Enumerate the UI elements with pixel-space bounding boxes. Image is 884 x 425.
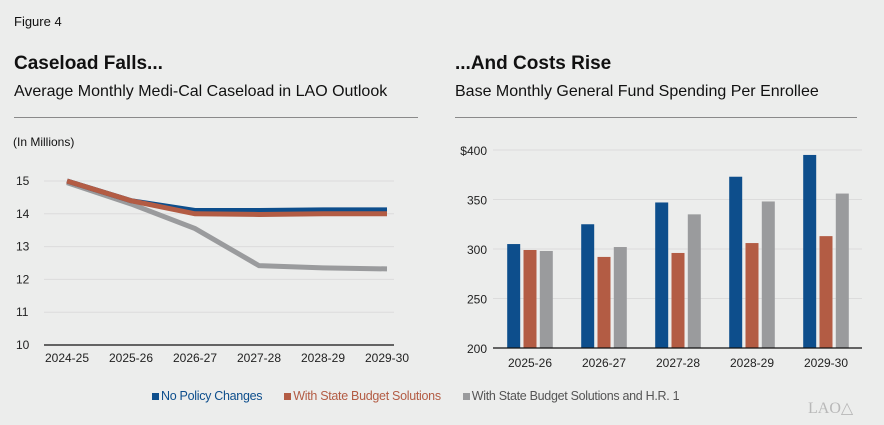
line-chart-ylabel: (In Millions) — [13, 135, 75, 149]
bar-2025-26-s1 — [523, 249, 537, 348]
y-tick-label: 10 — [16, 338, 30, 352]
x-tick-label: 2029-30 — [804, 356, 848, 370]
y-tick-label: 15 — [16, 174, 30, 188]
bar-2026-27-s2 — [613, 247, 627, 348]
lao-logo-text: LAO — [808, 400, 841, 417]
line-series-2 — [66, 180, 388, 272]
line-series-1 — [66, 178, 387, 217]
legend-swatch — [284, 392, 292, 400]
bar-2027-28-s2 — [687, 214, 701, 348]
y-tick-label: 350 — [467, 194, 487, 208]
legend-label: No Policy Changes — [161, 389, 263, 403]
figure-label: Figure 4 — [14, 14, 62, 29]
x-tick-label: 2028-29 — [301, 351, 345, 365]
y-tick-label: 12 — [16, 272, 30, 286]
legend-swatch — [462, 392, 470, 400]
y-tick-label: 13 — [16, 240, 30, 254]
x-tick-label: 2024-25 — [45, 351, 89, 365]
bar-2028-29-s0 — [729, 176, 743, 348]
bar-2029-30-s1 — [819, 236, 833, 348]
x-tick-label: 2025-26 — [109, 351, 153, 365]
bar-2029-30-s0 — [803, 154, 817, 348]
bar-2026-27-s1 — [597, 256, 611, 348]
bar-2025-26-s0 — [507, 244, 521, 348]
legend-item-no-policy: No Policy Changes — [152, 389, 263, 403]
left-chart-title: Caseload Falls... — [14, 53, 163, 74]
x-tick-label: 2026-27 — [173, 351, 217, 365]
bar-2027-28-s0 — [655, 202, 669, 348]
x-tick-label: 2029-30 — [365, 351, 409, 365]
lao-logo: LAO△ — [808, 400, 854, 417]
legend: No Policy Changes With State Budget Solu… — [152, 389, 680, 403]
y-tick-label: $400 — [460, 144, 487, 158]
legend-label: With State Budget Solutions — [293, 389, 441, 403]
x-tick-label: 2025-26 — [508, 356, 552, 370]
y-tick-label: 300 — [467, 243, 487, 257]
bar-2025-26-s2 — [539, 250, 553, 348]
legend-label: With State Budget Solutions and H.R. 1 — [471, 389, 680, 403]
left-chart-subtitle: Average Monthly Medi-Cal Caseload in LAO… — [14, 83, 388, 100]
bar-2028-29-s2 — [761, 201, 775, 348]
x-tick-label: 2026-27 — [582, 356, 626, 370]
bar-2027-28-s1 — [671, 252, 685, 348]
left-divider — [14, 117, 418, 118]
bar-2028-29-s1 — [745, 243, 759, 348]
right-divider — [455, 117, 857, 118]
legend-swatch — [152, 392, 159, 400]
x-tick-label: 2027-28 — [656, 356, 700, 370]
x-tick-label: 2028-29 — [730, 356, 774, 370]
right-chart-subtitle: Base Monthly General Fund Spending Per E… — [455, 83, 819, 100]
right-chart-title: ...And Costs Rise — [455, 53, 612, 74]
bar-2026-27-s0 — [581, 224, 595, 348]
legend-item-state-budget: With State Budget Solutions — [284, 389, 441, 403]
bar-2029-30-s2 — [835, 193, 849, 348]
legend-item-hr1: With State Budget Solutions and H.R. 1 — [462, 389, 680, 403]
y-tick-label: 250 — [467, 293, 487, 307]
x-tick-label: 2027-28 — [237, 351, 281, 365]
y-tick-label: 200 — [467, 342, 487, 356]
y-tick-label: 11 — [16, 305, 29, 319]
y-tick-label: 14 — [16, 207, 30, 221]
